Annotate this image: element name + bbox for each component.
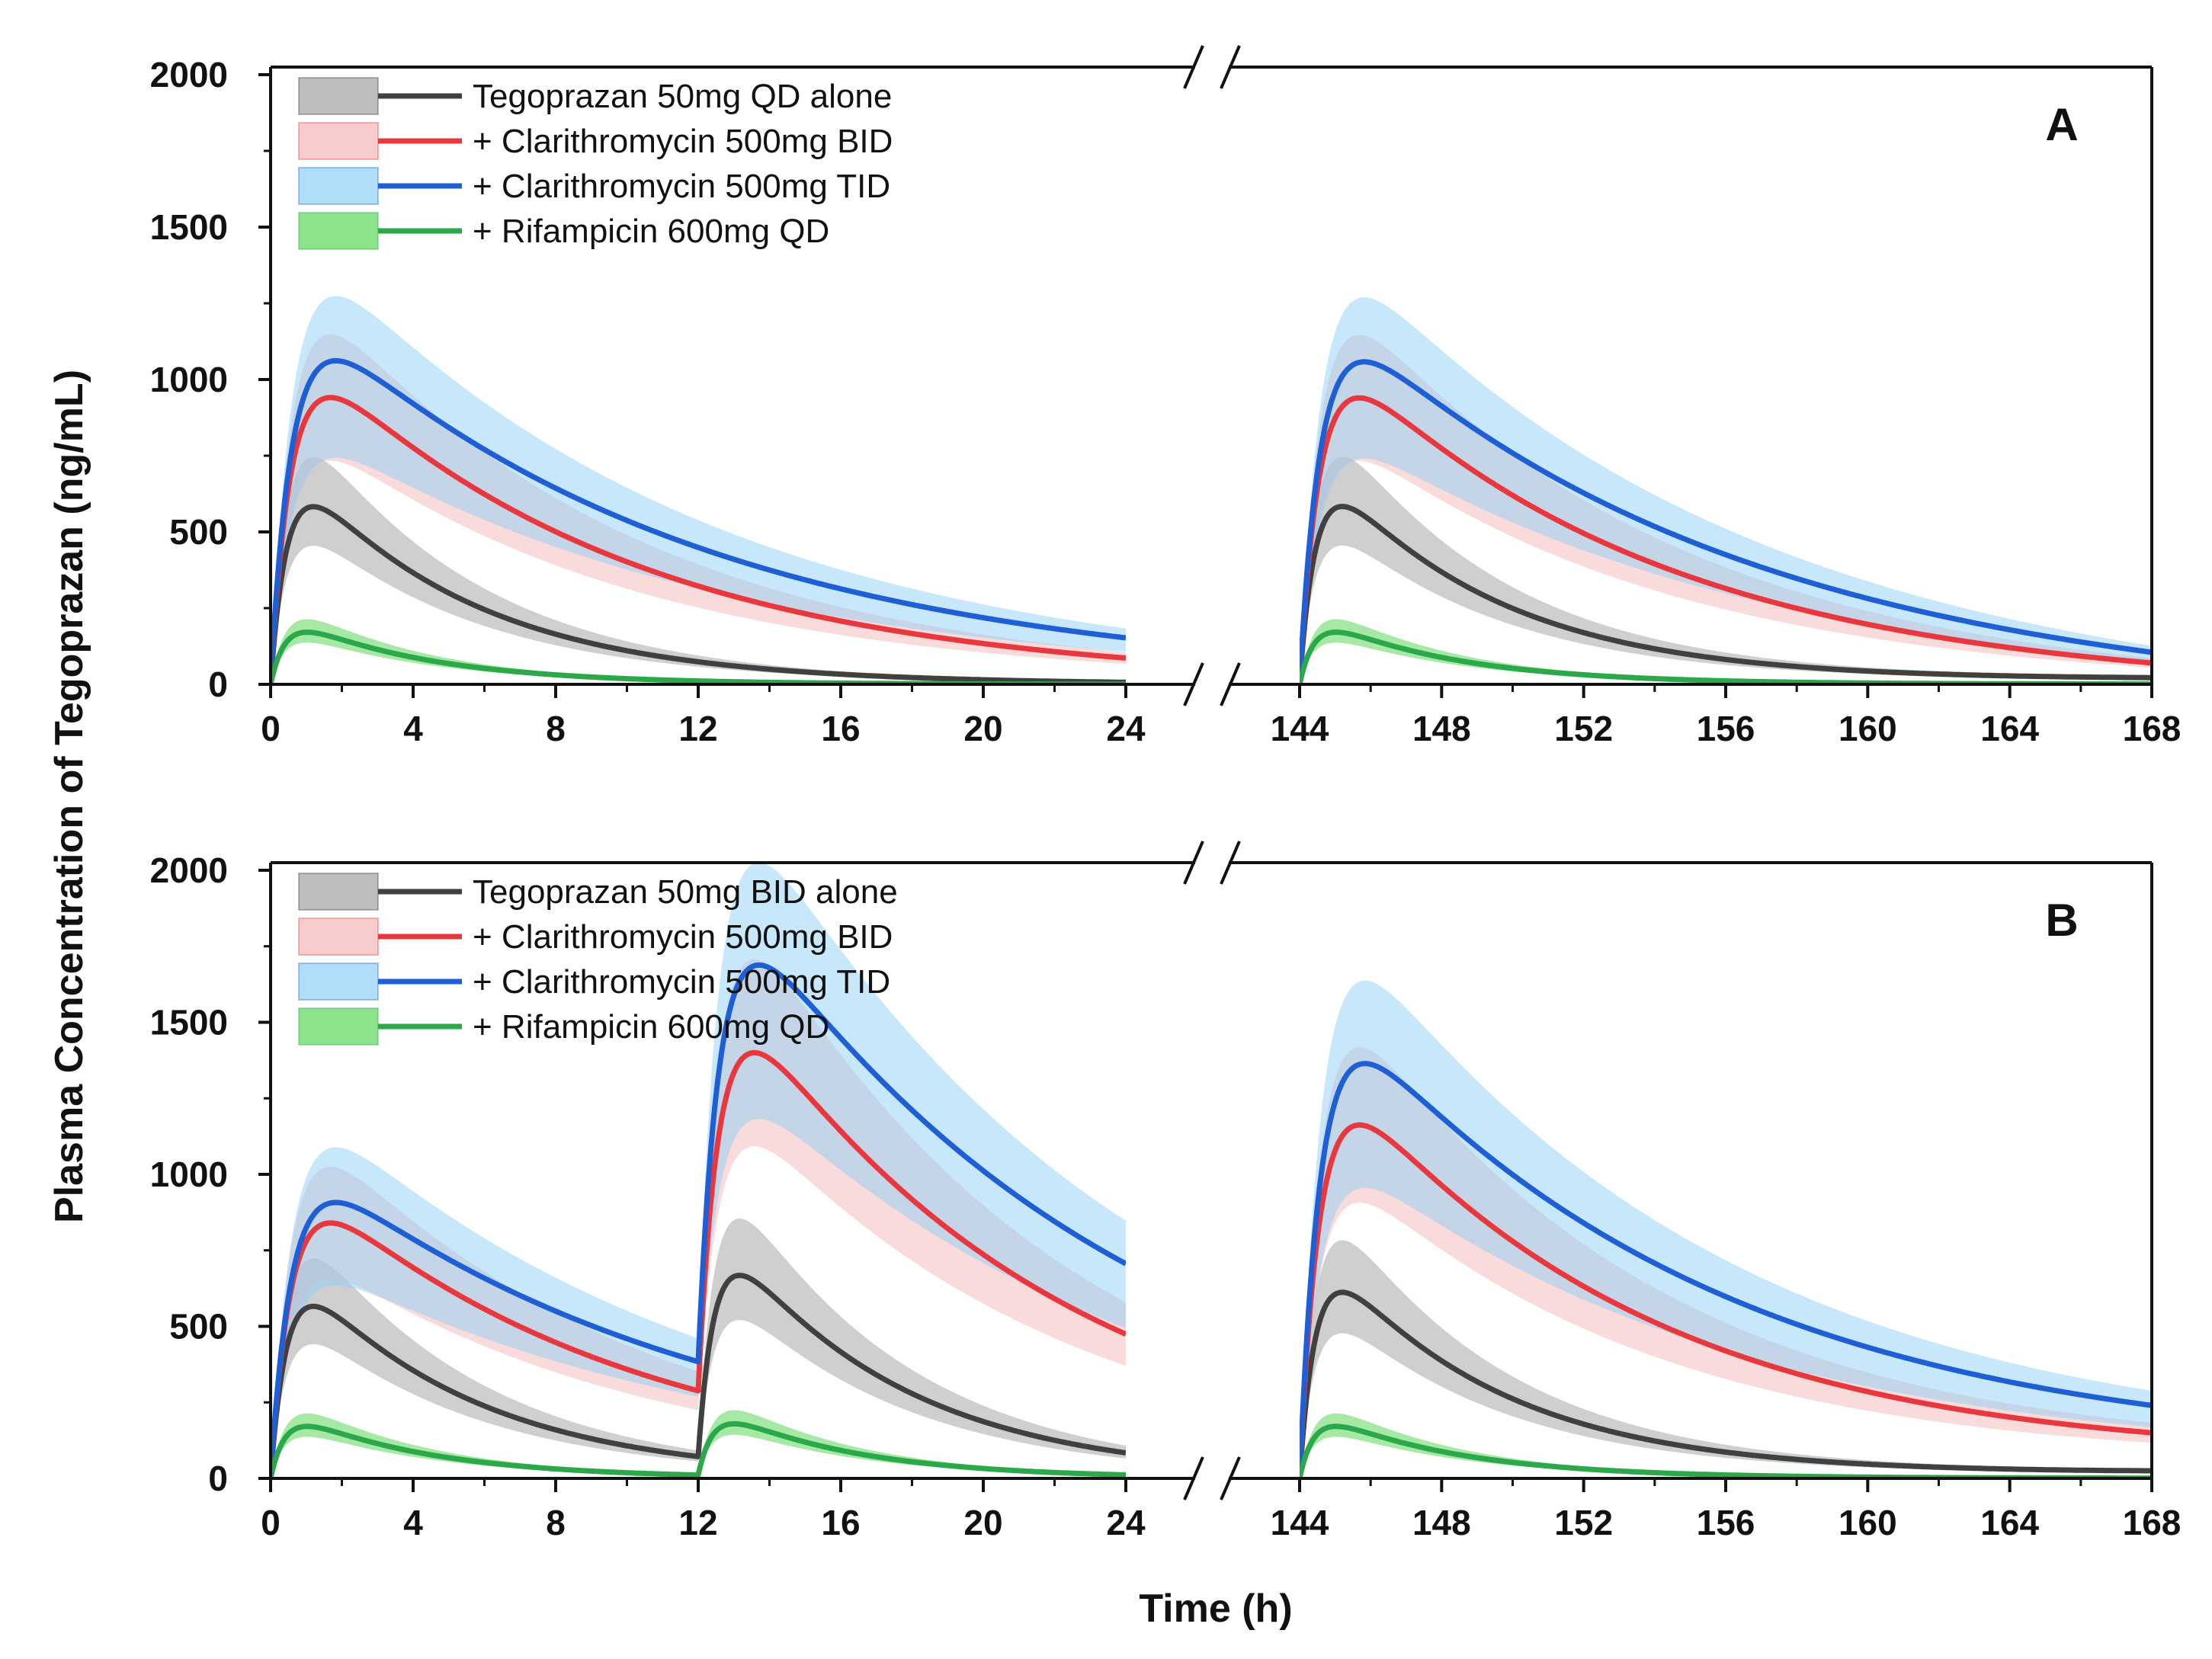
legend-label: + Clarithromycin 500mg TID: [473, 168, 890, 205]
axis-break-mark: [1220, 45, 1241, 89]
x-tick-label: 0: [261, 1503, 281, 1542]
band-b-0-L: [271, 1219, 1126, 1478]
legend-label: + Rifampicin 600mg QD: [473, 213, 829, 250]
series-line-a-2-L: [271, 357, 1126, 684]
band-a-2-L: [271, 296, 1126, 684]
x-tick-label: 4: [403, 709, 423, 748]
y-tick-label: 0: [208, 665, 228, 704]
series-line-b-2-R: [1300, 1061, 2152, 1478]
x-tick-label: 156: [1697, 709, 1755, 748]
band-a-0-R: [1300, 456, 2152, 684]
y-tick-label: 500: [169, 512, 228, 552]
band-b-2-L: [271, 863, 1126, 1478]
axis-break-mark: [1220, 662, 1241, 706]
legend-label: + Clarithromycin 500mg BID: [473, 918, 893, 956]
legend-swatch: [298, 1007, 379, 1046]
band-a-0-L: [271, 456, 1126, 684]
band-b-0-R: [1300, 1240, 2152, 1478]
x-tick-label: 152: [1554, 1503, 1613, 1542]
x-tick-label: 0: [261, 709, 281, 748]
series-line-a-0-R: [1300, 504, 2152, 684]
y-tick-label: 1500: [150, 207, 228, 247]
x-tick-label: 144: [1271, 1503, 1329, 1542]
y-axis-title: Plasma Concentration of Tegoprazan (ng/m…: [47, 370, 91, 1223]
x-tick-label: 12: [678, 1503, 717, 1542]
axis-break-mark: [1183, 45, 1204, 89]
series-line-b-1-L: [271, 1049, 1126, 1478]
axis-break-mark: [1183, 1456, 1204, 1500]
axis-break-mark: [1183, 841, 1204, 885]
band-a-2-R: [1300, 297, 2152, 684]
x-tick-label: 20: [963, 1503, 1002, 1542]
x-tick-label: 8: [546, 709, 566, 748]
series-line-a-1-R: [1300, 395, 2152, 684]
legend-swatch: [298, 167, 379, 205]
x-tick-label: 4: [403, 1503, 423, 1542]
axis-break-mark: [1183, 662, 1204, 706]
legend-swatch: [298, 918, 379, 956]
legend-swatch: [298, 77, 379, 115]
panel-b: 0 500 1000 1500 2000 0 4 8 12 16 20 24 144 148 152 156 1…: [150, 841, 2182, 1542]
y-tick-label: 1000: [150, 360, 228, 399]
legend-label: + Clarithromycin 500mg BID: [473, 123, 893, 160]
x-tick-label: 148: [1412, 709, 1471, 748]
x-tick-label: 16: [821, 1503, 860, 1542]
x-tick-label: 168: [2123, 1503, 2182, 1542]
x-tick-label: 20: [963, 709, 1002, 748]
x-axis-title: Time (h): [1139, 1587, 1292, 1631]
axis-break-mark: [1220, 1456, 1241, 1500]
series-line-b-2-L: [271, 962, 1126, 1478]
x-tick-label: 168: [2123, 709, 2182, 748]
x-tick-label: 144: [1271, 709, 1329, 748]
x-tick-label: 156: [1697, 1503, 1755, 1542]
x-tick-label: 16: [821, 709, 860, 748]
legend-label: Tegoprazan 50mg BID alone: [473, 873, 898, 911]
series-line-b-3-L: [271, 1420, 1126, 1478]
panel-a: 0 500 1000 1500 2000 0 4 8 12 16 20 24 144 148 152 156 1…: [150, 45, 2182, 748]
y-tick-label: 2000: [150, 850, 228, 890]
x-tick-label: 160: [1839, 1503, 1897, 1542]
legend-label: + Rifampicin 600mg QD: [473, 1008, 829, 1046]
x-tick-label: 164: [1980, 1503, 2039, 1542]
x-tick-label: 12: [678, 709, 717, 748]
panel-label: A: [2045, 99, 2078, 150]
panel-label: B: [2045, 895, 2078, 946]
legend-swatch: [298, 962, 379, 1001]
series-line-a-1-L: [271, 395, 1126, 684]
x-tick-label: 164: [1980, 709, 2039, 748]
series-line-a-0-L: [271, 504, 1126, 684]
axis-break-mark: [1220, 841, 1241, 885]
y-tick-label: 500: [169, 1307, 228, 1347]
x-tick-label: 160: [1839, 709, 1897, 748]
series-line-a-2-R: [1300, 359, 2152, 684]
legend-label: + Clarithromycin 500mg TID: [473, 963, 890, 1001]
y-tick-label: 1000: [150, 1155, 228, 1194]
x-tick-label: 152: [1554, 709, 1613, 748]
legend-swatch: [298, 873, 379, 911]
x-tick-label: 8: [546, 1503, 566, 1542]
legend-swatch: [298, 212, 379, 250]
y-tick-label: 0: [208, 1459, 228, 1498]
legend-swatch: [298, 122, 379, 160]
x-tick-label: 24: [1106, 1503, 1146, 1542]
legend-label: Tegoprazan 50mg QD alone: [473, 78, 892, 115]
band-b-2-R: [1300, 980, 2152, 1478]
series-line-b-0-R: [1300, 1289, 2152, 1478]
series-line-b-0-L: [271, 1273, 1126, 1478]
series-line-b-1-R: [1300, 1122, 2152, 1478]
y-tick-label: 2000: [150, 55, 228, 94]
x-tick-label: 148: [1412, 1503, 1471, 1542]
x-tick-label: 24: [1106, 709, 1146, 748]
y-tick-label: 1500: [150, 1003, 228, 1042]
